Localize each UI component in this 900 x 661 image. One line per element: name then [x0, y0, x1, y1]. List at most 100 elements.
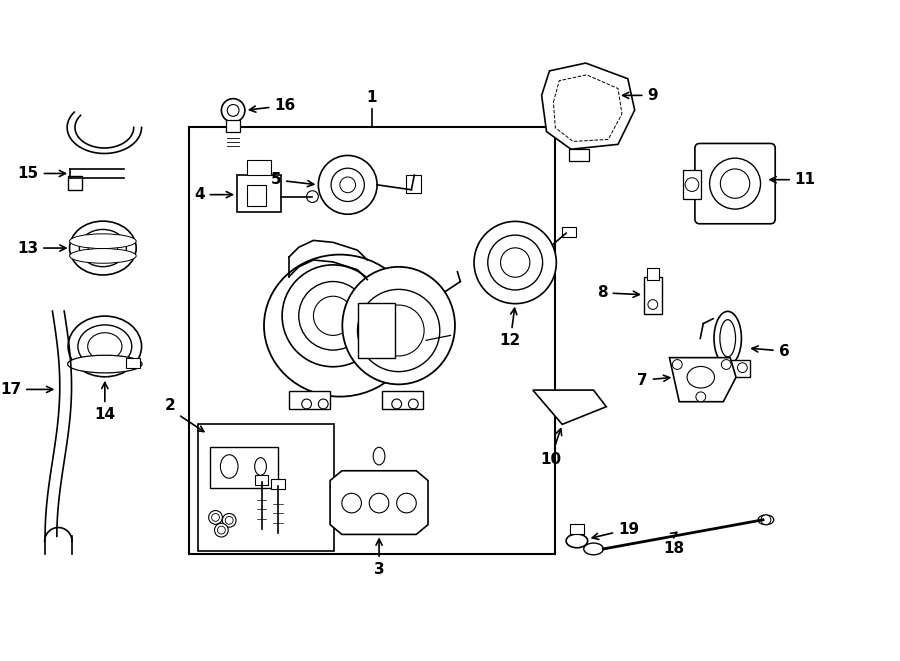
- Text: 2: 2: [165, 398, 176, 412]
- Polygon shape: [330, 471, 428, 534]
- Circle shape: [209, 510, 222, 524]
- Ellipse shape: [714, 311, 742, 366]
- Bar: [189, 127, 555, 554]
- Bar: [683, 170, 701, 199]
- Ellipse shape: [68, 355, 142, 373]
- Ellipse shape: [78, 325, 131, 368]
- Circle shape: [340, 177, 356, 192]
- Ellipse shape: [69, 234, 136, 249]
- Bar: [289, 391, 330, 409]
- Circle shape: [218, 526, 225, 534]
- Circle shape: [648, 299, 658, 309]
- Ellipse shape: [88, 237, 118, 259]
- Text: 7: 7: [637, 373, 670, 387]
- Text: 12: 12: [500, 308, 521, 348]
- Bar: [570, 524, 584, 534]
- Circle shape: [397, 493, 417, 513]
- Polygon shape: [569, 149, 589, 161]
- Bar: [647, 268, 659, 280]
- Bar: [126, 358, 140, 368]
- Circle shape: [409, 399, 419, 409]
- Text: 9: 9: [623, 88, 658, 103]
- Bar: [237, 175, 281, 212]
- Ellipse shape: [758, 515, 774, 525]
- Circle shape: [221, 98, 245, 122]
- Circle shape: [721, 360, 731, 369]
- Text: 4: 4: [194, 187, 232, 202]
- Circle shape: [672, 360, 682, 369]
- Text: 3: 3: [374, 539, 384, 577]
- Ellipse shape: [720, 169, 750, 198]
- Ellipse shape: [69, 221, 136, 275]
- Circle shape: [313, 296, 353, 335]
- Circle shape: [357, 290, 440, 371]
- Ellipse shape: [69, 249, 136, 263]
- Ellipse shape: [220, 455, 238, 478]
- Text: 14: 14: [94, 383, 115, 422]
- Circle shape: [488, 235, 543, 290]
- Ellipse shape: [709, 158, 760, 209]
- Bar: [247, 185, 266, 206]
- Ellipse shape: [68, 316, 141, 377]
- Circle shape: [225, 516, 233, 524]
- Circle shape: [319, 399, 328, 409]
- Circle shape: [228, 104, 239, 116]
- Polygon shape: [554, 75, 622, 141]
- Bar: [226, 120, 240, 132]
- Ellipse shape: [342, 267, 455, 384]
- Text: 8: 8: [597, 286, 639, 300]
- Circle shape: [319, 155, 377, 214]
- Ellipse shape: [79, 229, 126, 266]
- Text: 16: 16: [249, 98, 295, 113]
- Text: 11: 11: [770, 173, 815, 187]
- Circle shape: [214, 524, 229, 537]
- Bar: [357, 303, 395, 358]
- Circle shape: [737, 363, 747, 373]
- Ellipse shape: [720, 320, 735, 357]
- Text: 6: 6: [752, 344, 789, 358]
- Circle shape: [282, 265, 384, 367]
- Text: 18: 18: [663, 541, 684, 556]
- Text: 15: 15: [18, 166, 66, 181]
- Bar: [562, 227, 576, 237]
- Bar: [247, 161, 271, 175]
- Circle shape: [761, 515, 770, 525]
- Ellipse shape: [687, 366, 715, 388]
- Circle shape: [696, 392, 706, 402]
- Text: 13: 13: [17, 241, 66, 256]
- Bar: [713, 360, 751, 377]
- Bar: [644, 277, 662, 315]
- Bar: [382, 391, 423, 409]
- Circle shape: [718, 363, 728, 373]
- Bar: [210, 447, 278, 488]
- Text: 10: 10: [540, 429, 562, 467]
- Bar: [198, 424, 335, 551]
- Ellipse shape: [264, 254, 416, 397]
- Circle shape: [331, 168, 364, 202]
- Bar: [255, 475, 268, 485]
- Bar: [68, 176, 82, 190]
- Text: 19: 19: [592, 522, 639, 539]
- Polygon shape: [670, 358, 736, 402]
- Circle shape: [500, 248, 530, 277]
- Polygon shape: [542, 63, 634, 149]
- Text: 17: 17: [0, 382, 53, 397]
- Circle shape: [374, 305, 424, 356]
- Ellipse shape: [584, 543, 603, 555]
- Text: 1: 1: [366, 90, 377, 105]
- Circle shape: [212, 514, 220, 522]
- Ellipse shape: [566, 534, 588, 548]
- Bar: [407, 175, 421, 192]
- Ellipse shape: [374, 447, 385, 465]
- Polygon shape: [533, 390, 607, 424]
- Circle shape: [474, 221, 556, 303]
- Circle shape: [342, 493, 362, 513]
- Ellipse shape: [87, 332, 122, 360]
- Circle shape: [302, 399, 311, 409]
- FancyBboxPatch shape: [695, 143, 775, 224]
- Circle shape: [392, 399, 401, 409]
- Circle shape: [299, 282, 367, 350]
- Text: 5: 5: [271, 173, 314, 188]
- Ellipse shape: [255, 457, 266, 475]
- Circle shape: [369, 493, 389, 513]
